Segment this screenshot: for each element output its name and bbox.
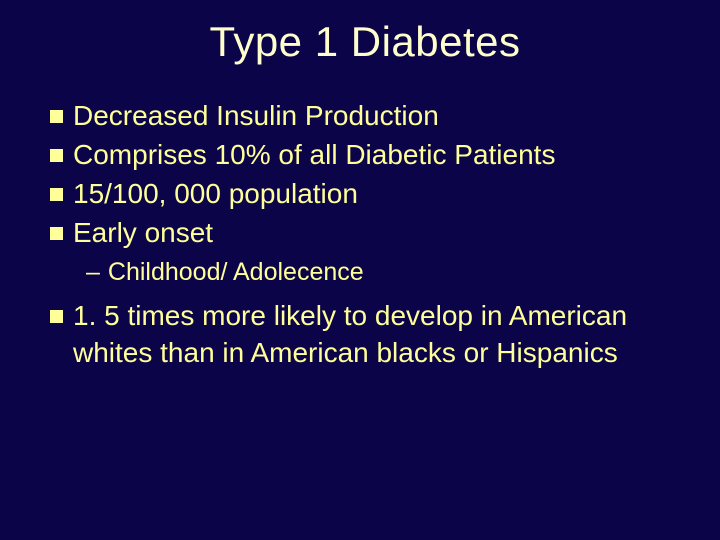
bullet-text: 1. 5 times more likely to develop in Ame… <box>73 298 684 372</box>
bullet-text: Comprises 10% of all Diabetic Patients <box>73 137 684 174</box>
dash-icon: – <box>86 256 100 289</box>
bullet-square-icon <box>50 310 63 323</box>
bullet-text: Early onset <box>73 215 684 252</box>
bullet-square-icon <box>50 110 63 123</box>
bullet-text: Decreased Insulin Production <box>73 98 684 135</box>
bullet-square-icon <box>50 188 63 201</box>
slide: Type 1 Diabetes Decreased Insulin Produc… <box>0 0 720 540</box>
slide-title: Type 1 Diabetes <box>46 18 684 98</box>
slide-content: Decreased Insulin Production Comprises 1… <box>46 98 684 374</box>
sub-bullet-text: Childhood/ Adolecence <box>108 256 684 289</box>
bullet-text: 15/100, 000 population <box>73 176 684 213</box>
bullet-item: Decreased Insulin Production <box>50 98 684 135</box>
bullet-item: Early onset <box>50 215 684 252</box>
bullet-item: Comprises 10% of all Diabetic Patients <box>50 137 684 174</box>
bullet-item: 1. 5 times more likely to develop in Ame… <box>50 298 684 372</box>
bullet-square-icon <box>50 227 63 240</box>
bullet-item: 15/100, 000 population <box>50 176 684 213</box>
sub-bullet-item: – Childhood/ Adolecence <box>50 256 684 289</box>
bullet-square-icon <box>50 149 63 162</box>
